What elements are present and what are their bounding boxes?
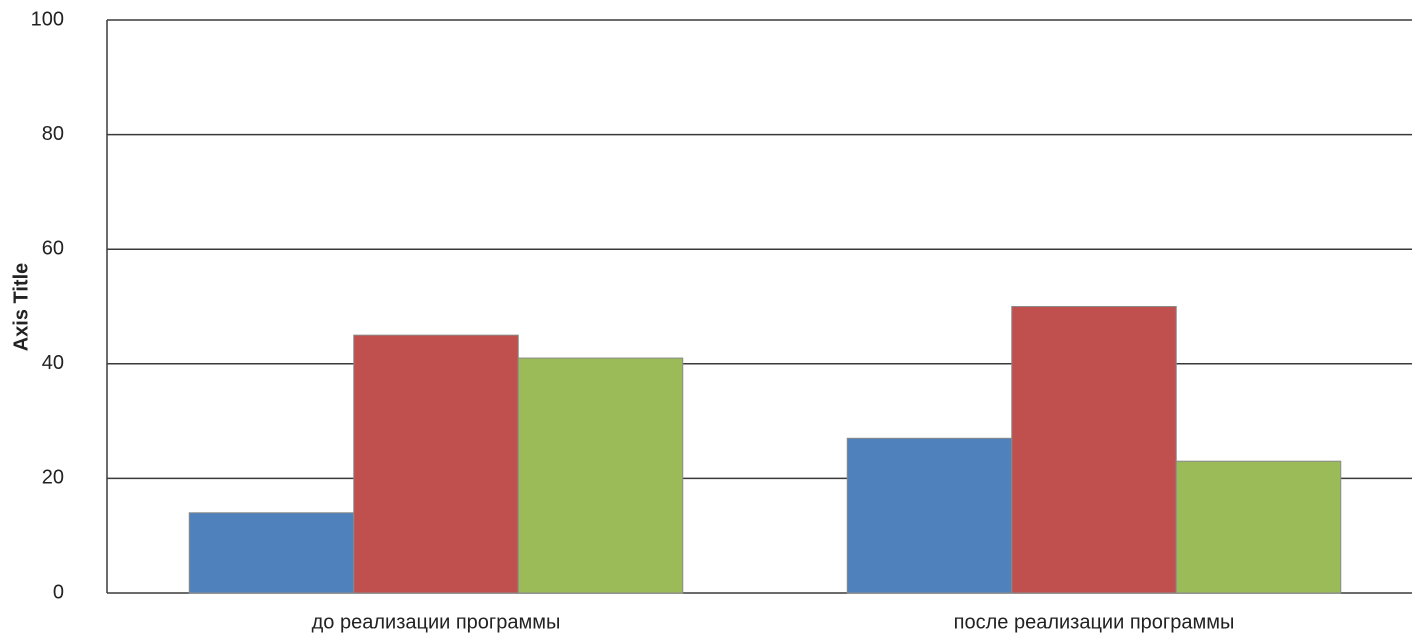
y-tick-label: 20 <box>42 467 64 489</box>
y-tick-label: 80 <box>42 123 64 145</box>
bar <box>518 358 683 593</box>
chart: Axis Title 0 20 40 60 80 100 до реализации про… <box>0 0 1412 638</box>
y-axis-title: Axis Title <box>10 263 32 352</box>
bar <box>354 335 519 593</box>
y-tick-label: 100 <box>31 8 64 30</box>
x-tick-label: до реализации программы <box>312 611 561 633</box>
x-tick-label: после реализации программы <box>954 611 1235 633</box>
y-tick-label: 0 <box>53 581 64 603</box>
bar <box>189 513 354 593</box>
y-tick-label: 60 <box>42 237 64 259</box>
bar <box>1176 461 1341 593</box>
bar <box>847 438 1012 593</box>
y-tick-label: 40 <box>42 352 64 374</box>
bar <box>1012 307 1177 594</box>
